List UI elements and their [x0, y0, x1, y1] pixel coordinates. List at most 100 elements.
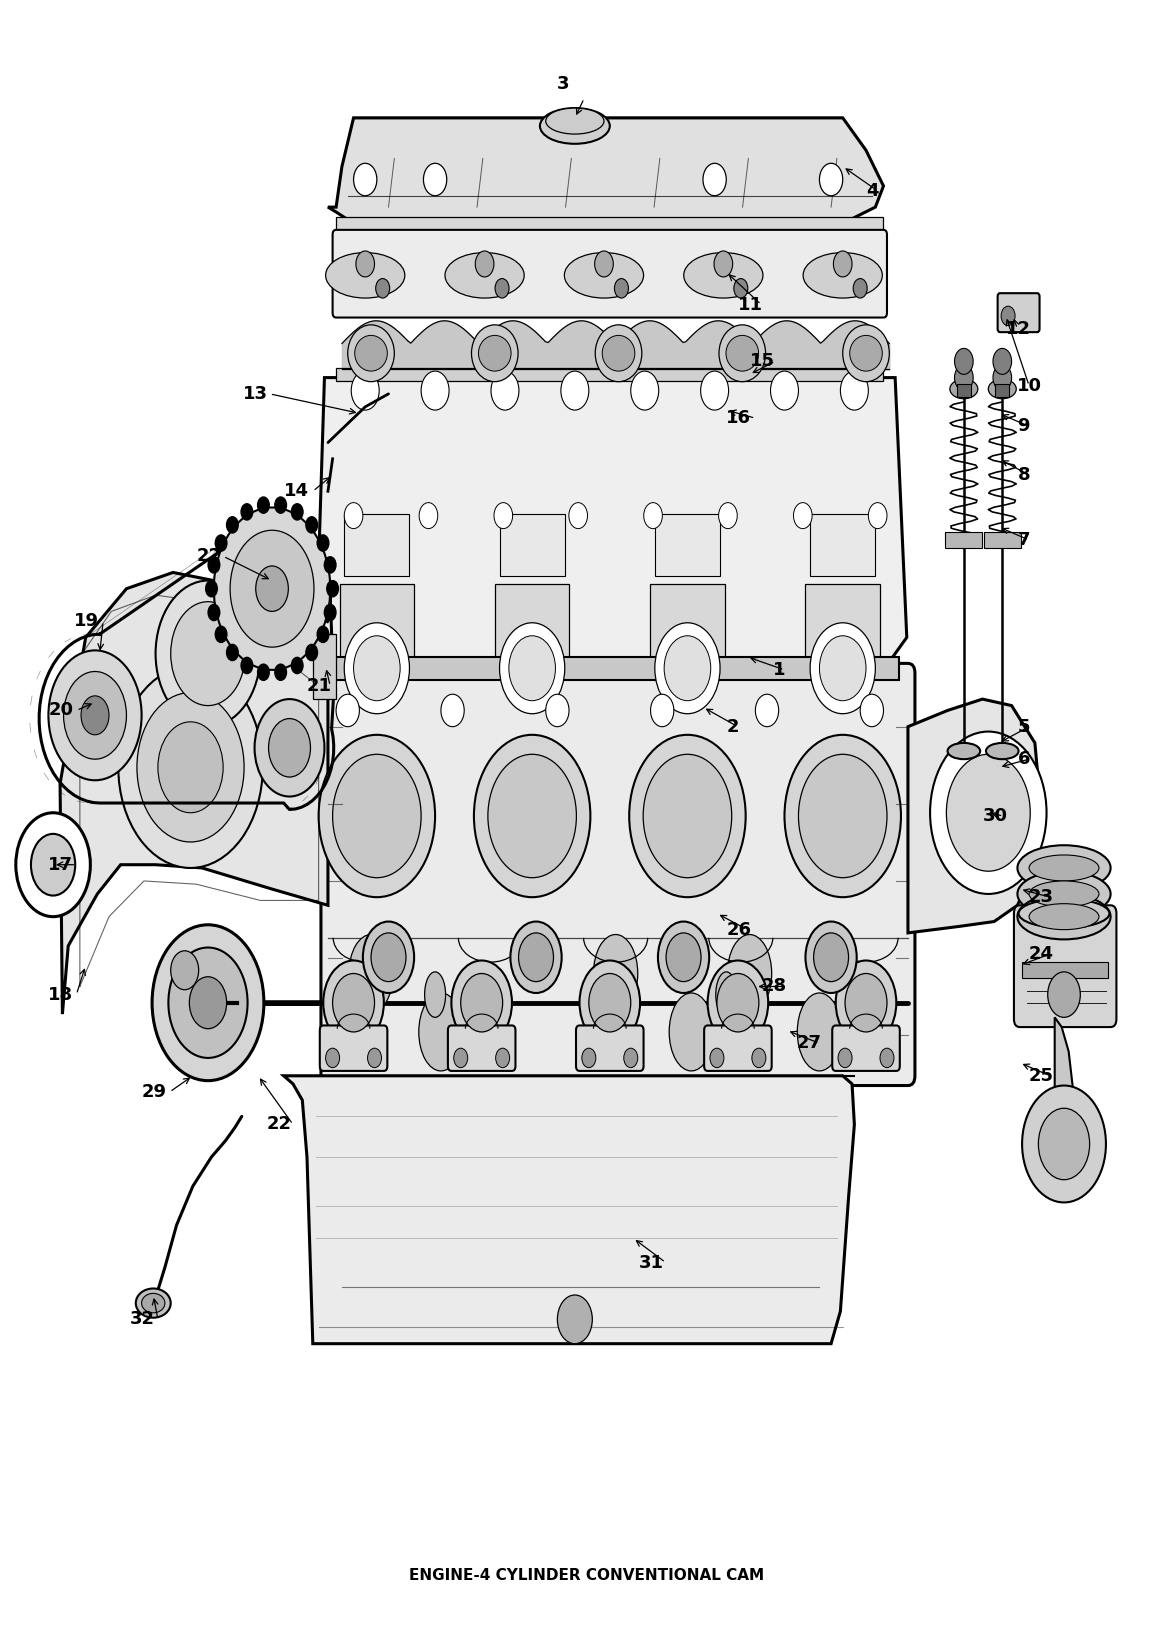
Bar: [984, 532, 1021, 548]
Ellipse shape: [798, 992, 841, 1071]
Circle shape: [820, 636, 866, 700]
Circle shape: [930, 731, 1046, 894]
Ellipse shape: [136, 1289, 171, 1317]
Circle shape: [947, 754, 1030, 871]
FancyBboxPatch shape: [833, 1025, 900, 1071]
Ellipse shape: [540, 108, 610, 144]
FancyBboxPatch shape: [328, 658, 899, 679]
Circle shape: [557, 1294, 592, 1343]
Text: 10: 10: [1017, 377, 1043, 395]
Ellipse shape: [425, 973, 446, 1017]
Ellipse shape: [348, 935, 393, 1012]
Circle shape: [15, 813, 90, 917]
Ellipse shape: [518, 934, 554, 981]
Circle shape: [158, 721, 223, 813]
Ellipse shape: [324, 961, 384, 1044]
Text: 26: 26: [726, 920, 751, 938]
Circle shape: [714, 251, 733, 277]
Circle shape: [326, 1048, 340, 1067]
Circle shape: [644, 503, 663, 529]
Ellipse shape: [707, 961, 768, 1044]
Text: 25: 25: [1029, 1067, 1055, 1085]
Circle shape: [569, 503, 588, 529]
Text: 14: 14: [284, 483, 308, 501]
Circle shape: [509, 636, 556, 700]
Polygon shape: [1055, 1017, 1073, 1149]
Circle shape: [838, 1048, 852, 1067]
Ellipse shape: [461, 974, 503, 1031]
Circle shape: [710, 1048, 724, 1067]
Circle shape: [169, 948, 248, 1058]
Circle shape: [291, 504, 303, 521]
Circle shape: [631, 370, 659, 410]
Circle shape: [118, 666, 263, 868]
FancyBboxPatch shape: [997, 294, 1039, 333]
Ellipse shape: [845, 974, 887, 1031]
Circle shape: [419, 503, 438, 529]
Text: 5: 5: [1017, 718, 1030, 736]
Ellipse shape: [602, 336, 635, 370]
Circle shape: [274, 498, 286, 512]
Circle shape: [833, 251, 852, 277]
Circle shape: [137, 692, 244, 842]
Circle shape: [423, 163, 447, 196]
Circle shape: [226, 645, 238, 661]
Text: 31: 31: [639, 1253, 664, 1271]
Polygon shape: [60, 573, 328, 1013]
Ellipse shape: [948, 743, 981, 759]
Circle shape: [324, 604, 335, 620]
Circle shape: [643, 754, 732, 878]
Circle shape: [269, 718, 311, 777]
Text: 23: 23: [1029, 888, 1055, 906]
Bar: [340, 584, 414, 658]
Circle shape: [860, 694, 883, 726]
Ellipse shape: [849, 336, 882, 370]
Circle shape: [840, 370, 868, 410]
Circle shape: [771, 370, 799, 410]
Circle shape: [306, 645, 318, 661]
Circle shape: [351, 370, 379, 410]
Ellipse shape: [545, 108, 604, 134]
Circle shape: [208, 557, 219, 573]
Bar: [500, 514, 564, 576]
Ellipse shape: [986, 743, 1018, 759]
Circle shape: [545, 694, 569, 726]
Ellipse shape: [354, 336, 387, 370]
Ellipse shape: [371, 934, 406, 981]
Circle shape: [317, 627, 328, 643]
Circle shape: [421, 370, 449, 410]
Circle shape: [441, 694, 465, 726]
Ellipse shape: [579, 961, 640, 1044]
Text: 18: 18: [48, 986, 74, 1004]
Circle shape: [880, 1048, 894, 1067]
Circle shape: [496, 1048, 509, 1067]
Circle shape: [213, 508, 331, 669]
Circle shape: [495, 279, 509, 299]
Circle shape: [226, 517, 238, 534]
Ellipse shape: [1029, 855, 1099, 881]
Text: 13: 13: [243, 385, 267, 403]
Circle shape: [337, 694, 359, 726]
FancyBboxPatch shape: [448, 1025, 515, 1071]
Text: 22: 22: [266, 1116, 291, 1134]
Circle shape: [171, 951, 198, 989]
Ellipse shape: [726, 336, 759, 370]
Ellipse shape: [445, 253, 524, 299]
Circle shape: [355, 251, 374, 277]
Ellipse shape: [814, 934, 848, 981]
Text: 17: 17: [48, 855, 74, 873]
Text: 29: 29: [142, 1084, 167, 1102]
Ellipse shape: [804, 253, 882, 299]
Circle shape: [333, 754, 421, 878]
Ellipse shape: [669, 992, 713, 1071]
Text: 30: 30: [983, 806, 1008, 826]
Ellipse shape: [1017, 845, 1111, 891]
Ellipse shape: [472, 325, 518, 382]
Text: 27: 27: [796, 1035, 821, 1053]
Circle shape: [664, 636, 711, 700]
Circle shape: [474, 734, 590, 898]
Circle shape: [353, 636, 400, 700]
Circle shape: [868, 503, 887, 529]
Circle shape: [491, 370, 518, 410]
Circle shape: [306, 517, 318, 534]
